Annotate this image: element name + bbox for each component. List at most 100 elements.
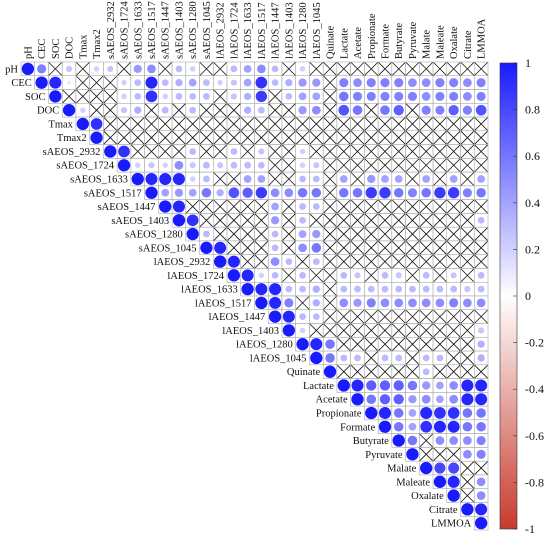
corr-circle-sAEOS_1517-sAEOS_1517 [145,186,158,199]
corr-circle-Acetate-Malate [421,394,431,404]
nonsignificant-mark-sAEOS_1724-Lactate [337,158,351,172]
column-label: lAEOS_1517 [257,2,268,59]
column-label: lAEOS_1280 [298,2,309,59]
corr-circle-CEC-Maleate [435,78,445,88]
nonsignificant-mark-sAEOS_1403-Pyruvate [405,213,420,227]
corr-circle-SOC-sAEOS_1633 [134,93,142,100]
nonsignificant-mark-sAEOS_1280-Citrate [460,227,475,241]
nonsignificant-mark-pH-Oxalate [447,62,461,76]
row-label: Citrate [429,505,458,516]
nonsignificant-mark-lAEOS_1447-Butyrate [392,309,406,324]
nonsignificant-mark-SOC-Tmax [76,89,90,104]
nonsignificant-mark-SOC-lAEOS_2932 [213,89,227,104]
corr-circle-sAEOS_1633-sAEOS_1447 [159,172,172,186]
corr-circle-sAEOS_1403-sAEOS_1403 [172,214,186,227]
nonsignificant-mark-sAEOS_1045-Oxalate [447,241,461,255]
corr-circle-Lactate-Malate [422,381,431,390]
nonsignificant-mark-lAEOS_1447-Quinate [323,309,337,324]
nonsignificant-mark-lAEOS_1280-Malate [419,337,433,351]
corr-circle-lAEOS_1517-Propionate [366,298,376,308]
nonsignificant-mark-lAEOS_1280-Butyrate [392,337,406,351]
nonsignificant-mark-sAEOS_1045-Formate [378,241,392,255]
nonsignificant-mark-DOC-lAEOS_1447 [268,103,282,117]
corr-circle-sAEOS_2932-lAEOS_1517 [258,148,265,155]
corr-circle-SOC-lAEOS_1724 [230,93,237,100]
corr-circle-Propionate-LMMOA [476,408,486,418]
corr-circle-SOC-Malate [421,92,431,101]
corr-circle-sAEOS_1517-Oxalate [447,187,460,199]
nonsignificant-mark-Tmax-Quinate [323,117,337,131]
corr-circle-lAEOS_1633-Lactate [340,285,348,293]
row-label: Quinate [287,367,321,378]
nonsignificant-mark-Tmax-lAEOS_2932 [213,117,227,131]
corr-circle-SOC-lAEOS_1517 [255,90,268,103]
nonsignificant-mark-Tmax-Pyruvate [405,117,420,131]
corr-circle-lAEOS_1633-Pyruvate [409,285,416,293]
corr-circle-lAEOS_1724-lAEOS_1447 [271,271,279,279]
corr-circle-sAEOS_1447-lAEOS_1280 [299,203,306,210]
nonsignificant-mark-lAEOS_1403-Pyruvate [405,323,420,338]
corr-circle-sAEOS_1403-LMMOA [477,216,485,224]
row-label: Acetate [316,395,348,406]
corr-circle-CEC-Butyrate [394,78,404,88]
nonsignificant-mark-DOC-lAEOS_2932 [213,103,227,117]
row-label: SOC [25,92,45,103]
corr-circle-sAEOS_1633-LMMOA [477,175,486,183]
corr-circle-sAEOS_2932-lAEOS_1724 [230,148,238,155]
colorbar-tick-label: -0.2 [525,336,544,350]
corr-circle-Formate-Butyrate [393,421,404,432]
corr-circle-sAEOS_1517-Lactate [339,187,349,198]
corr-circle-Pyruvate-Citrate [463,449,472,459]
corr-circle-SOC-Acetate [352,91,363,101]
row-label: Oxalate [411,491,444,502]
nonsignificant-mark-sAEOS_1280-Formate [378,227,392,241]
nonsignificant-mark-sAEOS_1403-Oxalate [447,213,461,227]
nonsignificant-mark-sAEOS_1403-Malate [419,213,433,227]
nonsignificant-mark-lAEOS_1403-Maleate [433,323,447,338]
corr-circle-SOC-Citrate [463,92,472,101]
nonsignificant-mark-sAEOS_1403-Quinate [323,213,337,227]
corr-circle-CEC-sAEOS_1447 [161,79,169,87]
nonsignificant-mark-lAEOS_1280-Maleate [433,337,447,351]
corr-circle-DOC-Citrate [462,105,472,115]
nonsignificant-mark-lAEOS_1280-Citrate [460,337,475,351]
colorbar-tick-label: -0.6 [525,429,544,443]
nonsignificant-mark-sAEOS_1045-Citrate [460,241,475,255]
corr-circle-DOC-Malate [421,105,431,115]
nonsignificant-mark-Quinate-Acetate [350,365,365,379]
nonsignificant-mark-sAEOS_1280-lAEOS_1517 [254,227,269,241]
nonsignificant-mark-Tmax-sAEOS_1517 [144,117,159,131]
row-labels: pH CEC SOC DOC Tmax Tmax2 sAEOS_2932 sAEOS_1724… [5,64,472,529]
column-label: Maleate [435,25,446,59]
corr-circle-lAEOS_1724-LMMOA [477,271,485,279]
nonsignificant-mark-Tmax-Butyrate [392,117,406,131]
corr-circle-Butyrate-Citrate [463,436,472,445]
nonsignificant-mark-Quinate-Butyrate [392,365,406,379]
nonsignificant-mark-sAEOS_1447-Citrate [460,199,475,214]
corr-circle-CEC-Pyruvate [408,78,417,88]
corr-circle-sAEOS_2932-sAEOS_2932 [104,145,117,158]
nonsignificant-mark-lAEOS_1280-Acetate [350,337,365,351]
column-label: Malate [422,30,433,59]
nonsignificant-mark-sAEOS_1045-LMMOA [474,241,488,255]
corr-circle-lAEOS_1633-lAEOS_1045 [312,285,320,293]
nonsignificant-mark-sAEOS_1724-Maleate [433,158,447,172]
corr-circle-lAEOS_1517-Butyrate [394,298,404,308]
corr-circle-lAEOS_1517-Maleate [435,298,445,308]
nonsignificant-mark-Tmax2-lAEOS_1724 [227,131,241,145]
corr-circle-Butyrate-Oxalate [449,436,459,445]
corr-circle-CEC-Propionate [366,78,376,88]
corr-circle-CEC-lAEOS_1045 [312,78,321,87]
nonsignificant-mark-Tmax-Citrate [460,117,475,131]
nonsignificant-mark-Tmax2-lAEOS_1447 [268,131,282,145]
corr-circle-CEC-Formate [380,78,390,88]
nonsignificant-mark-DOC-Propionate [364,103,378,117]
column-label: Propionate [367,13,378,59]
corr-circle-sAEOS_1403-sAEOS_1280 [186,214,199,227]
corr-circle-sAEOS_1633-Butyrate [394,175,403,183]
corr-circle-sAEOS_1280-lAEOS_1045 [312,229,321,239]
corr-circle-sAEOS_1633-lAEOS_1280 [299,175,306,183]
nonsignificant-mark-sAEOS_1280-Lactate [337,227,351,241]
nonsignificant-mark-Tmax2-lAEOS_1280 [295,131,310,145]
